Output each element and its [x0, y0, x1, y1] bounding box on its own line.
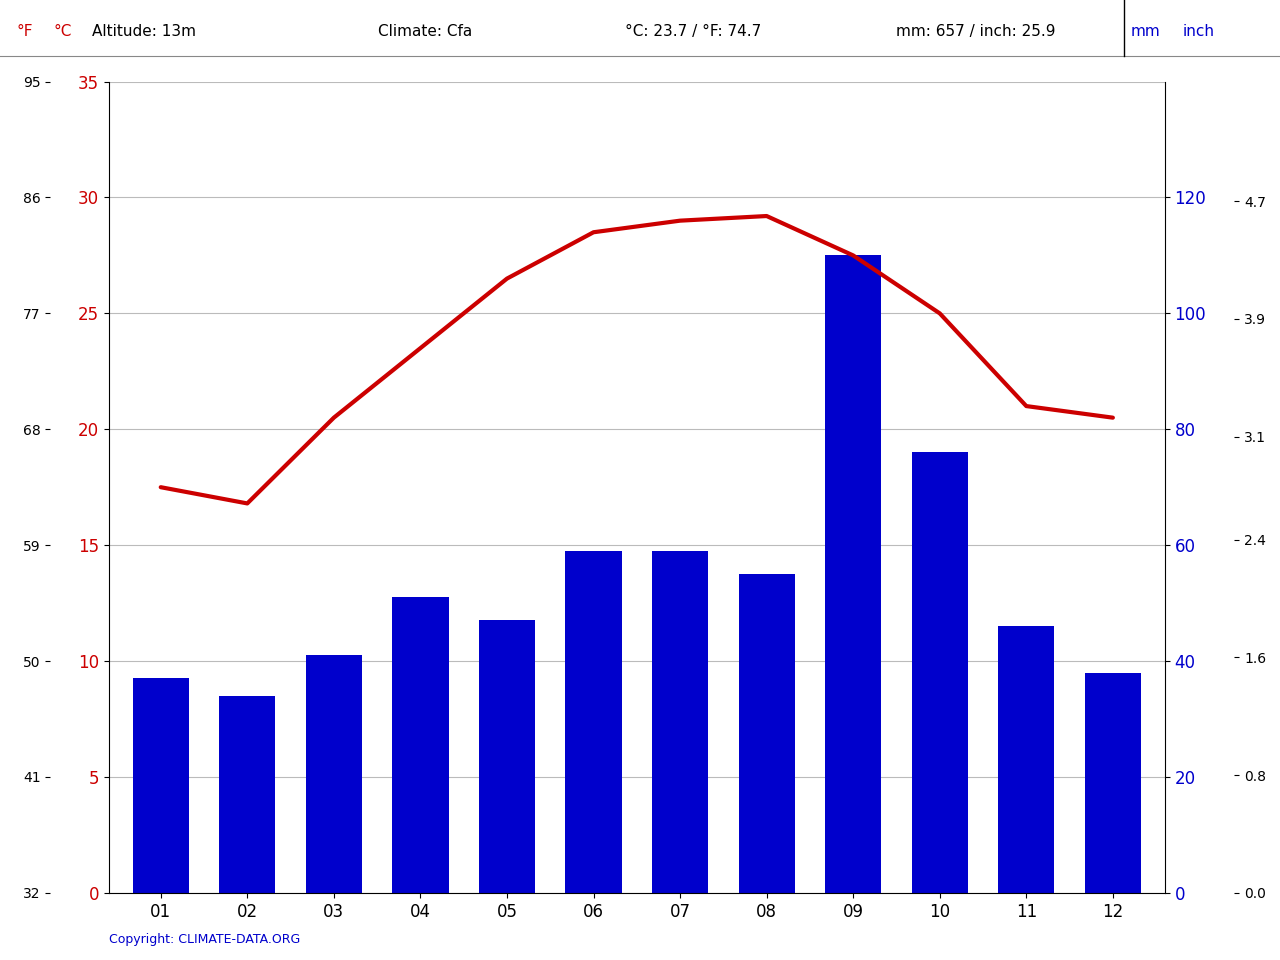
- Bar: [219, 696, 275, 893]
- Text: °C: 23.7 / °F: 74.7: °C: 23.7 / °F: 74.7: [625, 25, 760, 39]
- Text: °F: °F: [17, 25, 33, 39]
- Text: Copyright: CLIMATE-DATA.ORG: Copyright: CLIMATE-DATA.ORG: [109, 933, 300, 946]
- Bar: [739, 574, 795, 893]
- Text: Altitude: 13m: Altitude: 13m: [92, 25, 196, 39]
- Bar: [133, 679, 189, 893]
- Bar: [566, 551, 622, 893]
- Text: inch: inch: [1183, 25, 1215, 39]
- Bar: [306, 656, 362, 893]
- Bar: [911, 452, 968, 893]
- Bar: [826, 255, 882, 893]
- Text: Climate: Cfa: Climate: Cfa: [378, 25, 472, 39]
- Text: mm: mm: [1130, 25, 1160, 39]
- Bar: [652, 551, 708, 893]
- Text: °C: °C: [54, 25, 72, 39]
- Bar: [392, 597, 448, 893]
- Bar: [998, 626, 1055, 893]
- Bar: [1084, 673, 1140, 893]
- Text: mm: 657 / inch: 25.9: mm: 657 / inch: 25.9: [896, 25, 1056, 39]
- Bar: [479, 620, 535, 893]
